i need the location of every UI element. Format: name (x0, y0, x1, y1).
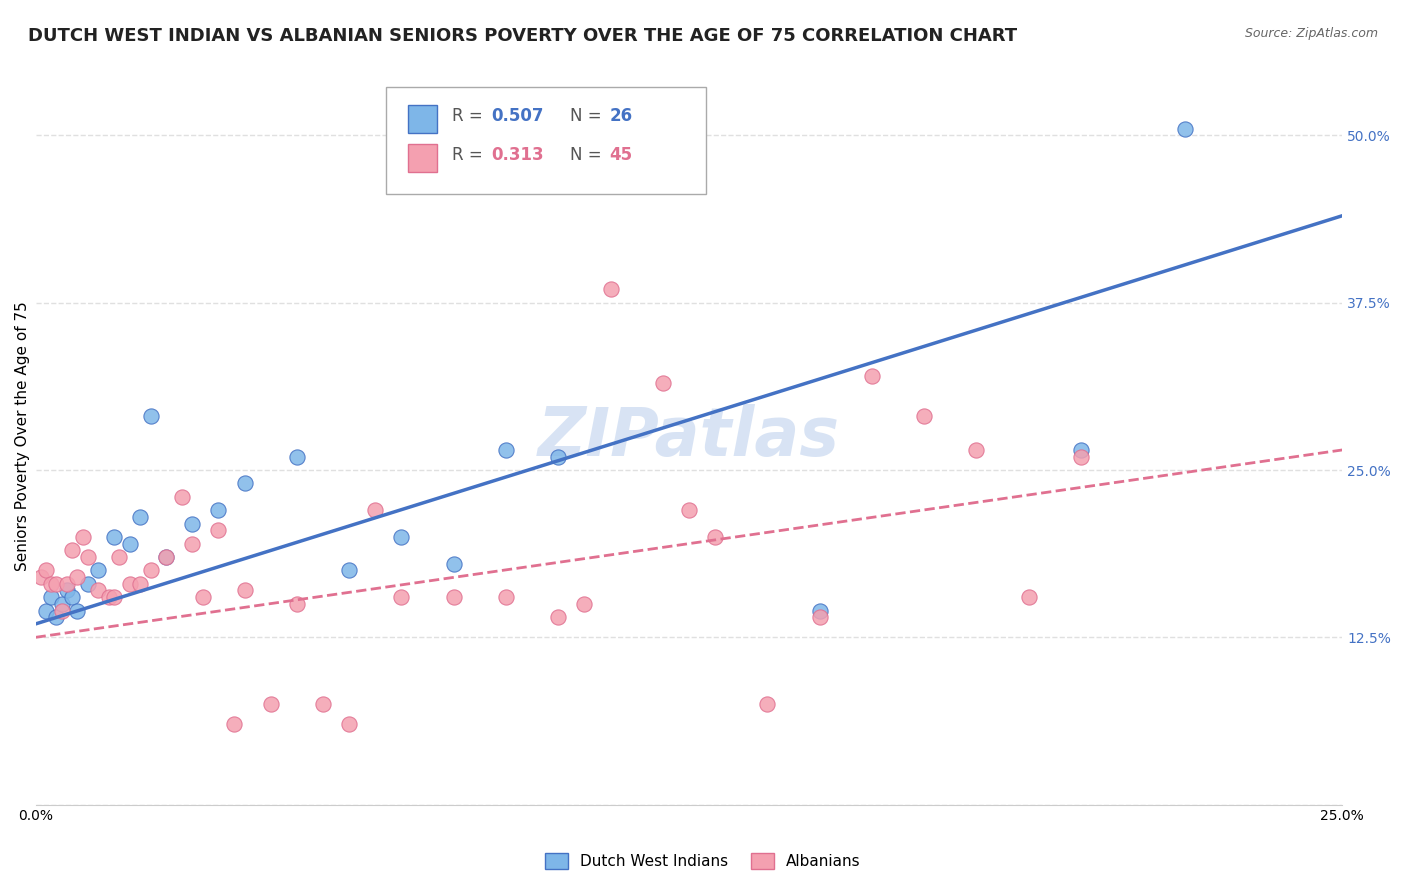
Point (97, 590, 120, 604)
Point (233, 583, 256, 598)
Point (45, 576, 67, 591)
Text: N =: N = (569, 146, 607, 164)
Point (66, 570, 89, 584)
Point (155, 549, 177, 564)
Point (808, 603, 831, 617)
Point (912, 409, 935, 424)
Point (87, 563, 110, 577)
Point (574, 597, 596, 611)
Point (181, 536, 204, 550)
Point (66, 603, 89, 617)
Legend: Dutch West Indians, Albanians: Dutch West Indians, Albanians (538, 847, 868, 875)
Point (35, 603, 58, 617)
Point (207, 503, 229, 517)
Point (56, 583, 79, 598)
Point (72, 530, 94, 544)
Point (599, 282, 621, 296)
Point (181, 516, 204, 531)
Point (1070, 450, 1092, 464)
Point (139, 563, 162, 577)
Point (808, 610, 831, 624)
Point (118, 576, 141, 591)
Point (45, 610, 67, 624)
Point (51, 603, 73, 617)
Text: 26: 26 (609, 107, 633, 126)
Point (87, 583, 110, 598)
Point (60, 543, 83, 558)
Point (1174, 121, 1197, 136)
Text: N =: N = (569, 107, 607, 126)
Text: 0.313: 0.313 (492, 146, 544, 164)
Point (39, 576, 62, 591)
Point (285, 450, 308, 464)
Point (103, 530, 125, 544)
Point (155, 549, 177, 564)
Point (118, 536, 141, 550)
Text: 45: 45 (609, 146, 633, 164)
FancyBboxPatch shape (385, 87, 706, 194)
Point (51, 597, 73, 611)
FancyBboxPatch shape (408, 104, 437, 133)
Point (651, 376, 673, 390)
Point (129, 509, 152, 524)
Point (129, 576, 152, 591)
Point (704, 530, 727, 544)
Point (391, 530, 413, 544)
Point (678, 503, 700, 517)
Point (443, 590, 465, 604)
Point (547, 450, 569, 464)
Point (495, 590, 517, 604)
Point (233, 476, 256, 491)
Point (337, 717, 360, 731)
Point (224, 717, 246, 731)
Point (207, 523, 229, 537)
Point (103, 590, 125, 604)
Point (260, 698, 283, 712)
Point (30, 570, 52, 584)
Text: Source: ZipAtlas.com: Source: ZipAtlas.com (1244, 27, 1378, 40)
Point (547, 610, 569, 624)
Point (312, 698, 335, 712)
Text: ZIPatlas: ZIPatlas (538, 403, 839, 469)
Text: 0.507: 0.507 (492, 107, 544, 126)
Point (191, 590, 214, 604)
Point (39, 590, 62, 604)
Point (337, 563, 360, 577)
Point (56, 576, 79, 591)
Point (756, 698, 779, 712)
Point (285, 597, 308, 611)
Text: DUTCH WEST INDIAN VS ALBANIAN SENIORS POVERTY OVER THE AGE OF 75 CORRELATION CHA: DUTCH WEST INDIAN VS ALBANIAN SENIORS PO… (28, 27, 1018, 45)
Point (139, 409, 162, 424)
Text: R =: R = (453, 107, 488, 126)
Point (1018, 590, 1040, 604)
Point (443, 557, 465, 571)
Point (391, 590, 413, 604)
FancyBboxPatch shape (408, 144, 437, 171)
Point (170, 490, 193, 504)
Point (495, 442, 517, 457)
Point (965, 442, 987, 457)
Point (76, 549, 98, 564)
Point (60, 590, 83, 604)
Point (364, 503, 387, 517)
Point (35, 563, 58, 577)
Point (108, 549, 131, 564)
Y-axis label: Seniors Poverty Over the Age of 75: Seniors Poverty Over the Age of 75 (15, 301, 30, 572)
Point (76, 576, 98, 591)
Text: R =: R = (453, 146, 488, 164)
Point (860, 369, 883, 384)
Point (1070, 442, 1092, 457)
